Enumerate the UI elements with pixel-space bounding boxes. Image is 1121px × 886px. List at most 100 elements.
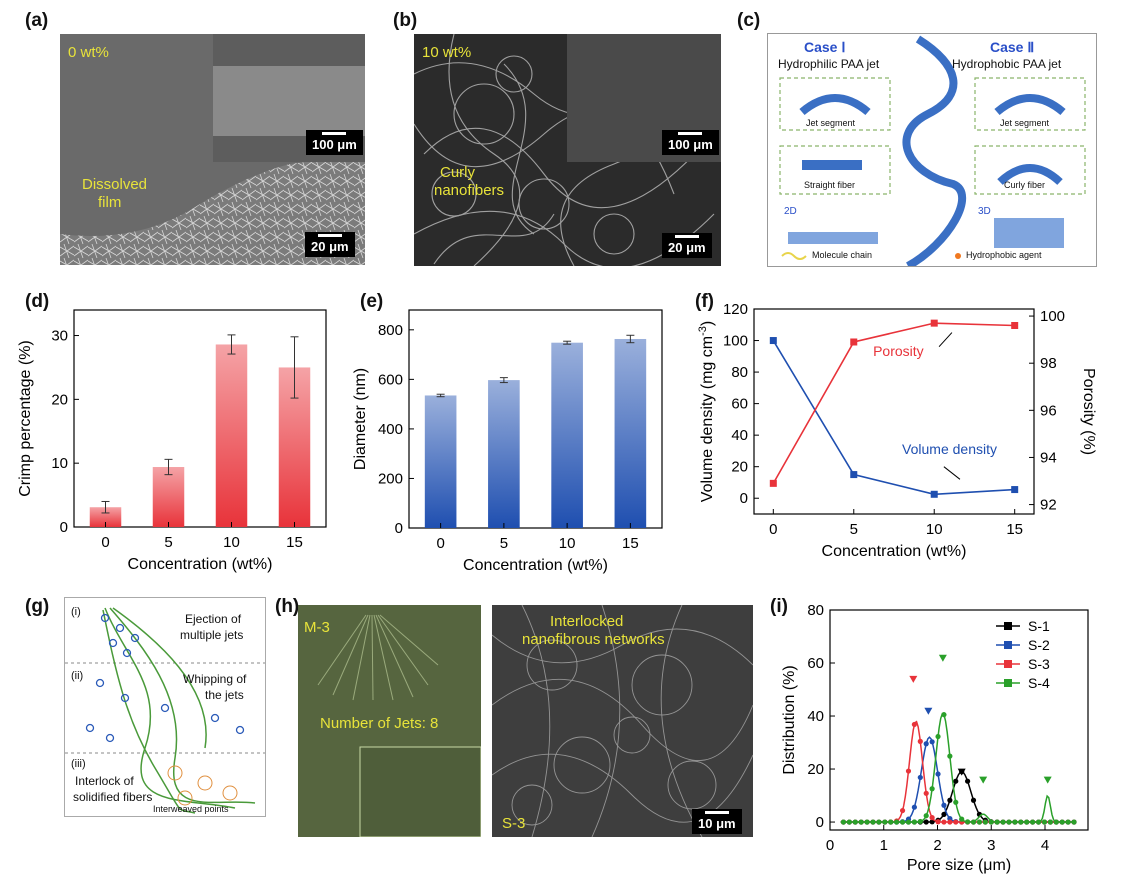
data-point [953,799,959,805]
y-axis-label-left: Volume density (mg cm-3) [697,321,716,502]
plot-frame [753,308,1035,515]
annotation-arrow [938,332,953,348]
data-point [929,815,935,821]
fiber-texture-a [60,154,365,265]
x-tick-label: 0 [101,534,109,551]
number-of-jets-label: Number of Jets: 8 [320,715,439,732]
chart-i: 0 20 40 60 80 0 1 2 3 4 S-1 S-2 S-3 S-4 Pore size (μm)… [781,604,1089,874]
concentration-label-b: 10 wt% [422,44,472,61]
data-point [929,786,935,792]
data-point [947,797,953,803]
data-point [941,802,947,808]
y-tick-label: 80 [807,604,824,619]
network-label-2: nanofibrous networks [522,631,665,648]
legend-marker [1004,641,1012,649]
legend-hydrophobic-agent: Hydrophobic agent [966,250,1042,260]
bar [89,507,122,527]
data-point [929,819,935,825]
straight-fiber-label: Straight fiber [804,180,856,190]
data-point [858,819,864,825]
data-point [935,771,941,777]
sem-image-b: 10 wt% Curly nanofibers 100 μm 20 μm [414,34,721,266]
data-point [850,338,858,346]
case2-subtitle: Hydrophobic PAA jet [952,57,1062,71]
x-tick-label: 5 [500,535,508,552]
case1-subtitle: Hydrophilic PAA jet [778,57,880,71]
data-point [1024,819,1030,825]
sem-image-a: 0 wt% Dissolved film 100 μm 20 μm [60,34,365,265]
scale-bar-inset-a: 100 μm [306,130,363,155]
peak-marker [979,776,988,784]
data-point [976,819,983,825]
step-ii-text-1: Whipping of [183,672,247,686]
data-point [935,733,941,740]
series-line-porosity [772,322,1015,484]
data-point [930,490,938,498]
data-point [923,813,929,819]
data-point [1006,819,1012,825]
data-point [911,804,917,810]
data-point [888,819,894,825]
x-axis-label: Concentration (wt%) [463,557,608,574]
legend-marker [1004,679,1012,687]
interweaved-points-label: Interweaved points [153,804,229,814]
schematic-drawing-c [779,35,1086,266]
annotation-volume-density: Volume density [902,441,997,457]
case2-title: Case Ⅱ [990,39,1035,55]
y-tick-label: 20 [51,391,68,408]
data-point [1065,819,1071,825]
y-tick-label: 600 [378,371,403,388]
photo-jets-h: M-3 Number of Jets: 8 [298,605,481,837]
series-line-s-3 [840,720,1077,823]
y-tick-label-right: 96 [1040,402,1057,419]
y-tick-label: 0 [60,519,68,536]
data-point [911,721,917,728]
data-point [894,819,900,825]
y-tick-label: 60 [807,655,824,672]
data-point [965,819,971,825]
bar [614,338,647,528]
legend-label: S-4 [1028,675,1050,691]
curly-fiber-label: Curly fiber [1004,180,1046,190]
chart-f: 0 20 40 60 80 100 120 92 94 96 98 100 0 5 10 15 Porosity… [697,301,1097,560]
data-point [905,819,912,825]
scale-bar-b: 20 μm [662,233,712,258]
jet-segment-label-1: Jet segment [806,118,856,128]
data-point [840,819,847,825]
schematic-g: (i) Ejection of multiple jets (ii) Whipp… [64,597,266,817]
x-tick-label: 0 [769,521,777,538]
x-axis-label: Pore size (μm) [907,857,1011,874]
bar [152,467,185,527]
data-point [941,811,947,817]
data-point [947,753,953,759]
data-point [882,819,888,825]
network-label-1: Interlocked [550,613,624,630]
x-tick-label: 0 [826,837,834,854]
x-tick-label: 15 [622,535,639,552]
panel-label-c: (c) [737,10,761,31]
data-point [970,819,977,825]
y-tick-label-right: 92 [1040,497,1057,514]
x-tick-label: 10 [926,521,943,538]
step-iii-text-1: Interlock of [75,774,134,788]
data-point [923,819,929,825]
dim-2d-label: 2D [784,206,797,217]
legend-label: S-3 [1028,656,1050,672]
step-iii-text-2: solidified fibers [73,790,153,804]
data-point [852,819,858,825]
y-tick-label-right: 98 [1040,355,1057,372]
sample-s3-label: S-3 [502,815,526,832]
inset-a [213,34,365,162]
data-point [1059,819,1065,825]
plot-frame [829,609,1089,831]
y-tick-label-left: 80 [731,364,748,381]
panel-label-i: (i) [770,596,788,617]
scale-bar-a: 20 μm [305,232,355,257]
data-point [876,819,882,825]
scale-bar-h: 10 μm [692,809,742,834]
data-point [1041,819,1048,825]
data-point [864,819,870,825]
data-point [769,337,777,345]
data-point [917,774,923,781]
fiber-label-1: Curly [440,164,476,181]
